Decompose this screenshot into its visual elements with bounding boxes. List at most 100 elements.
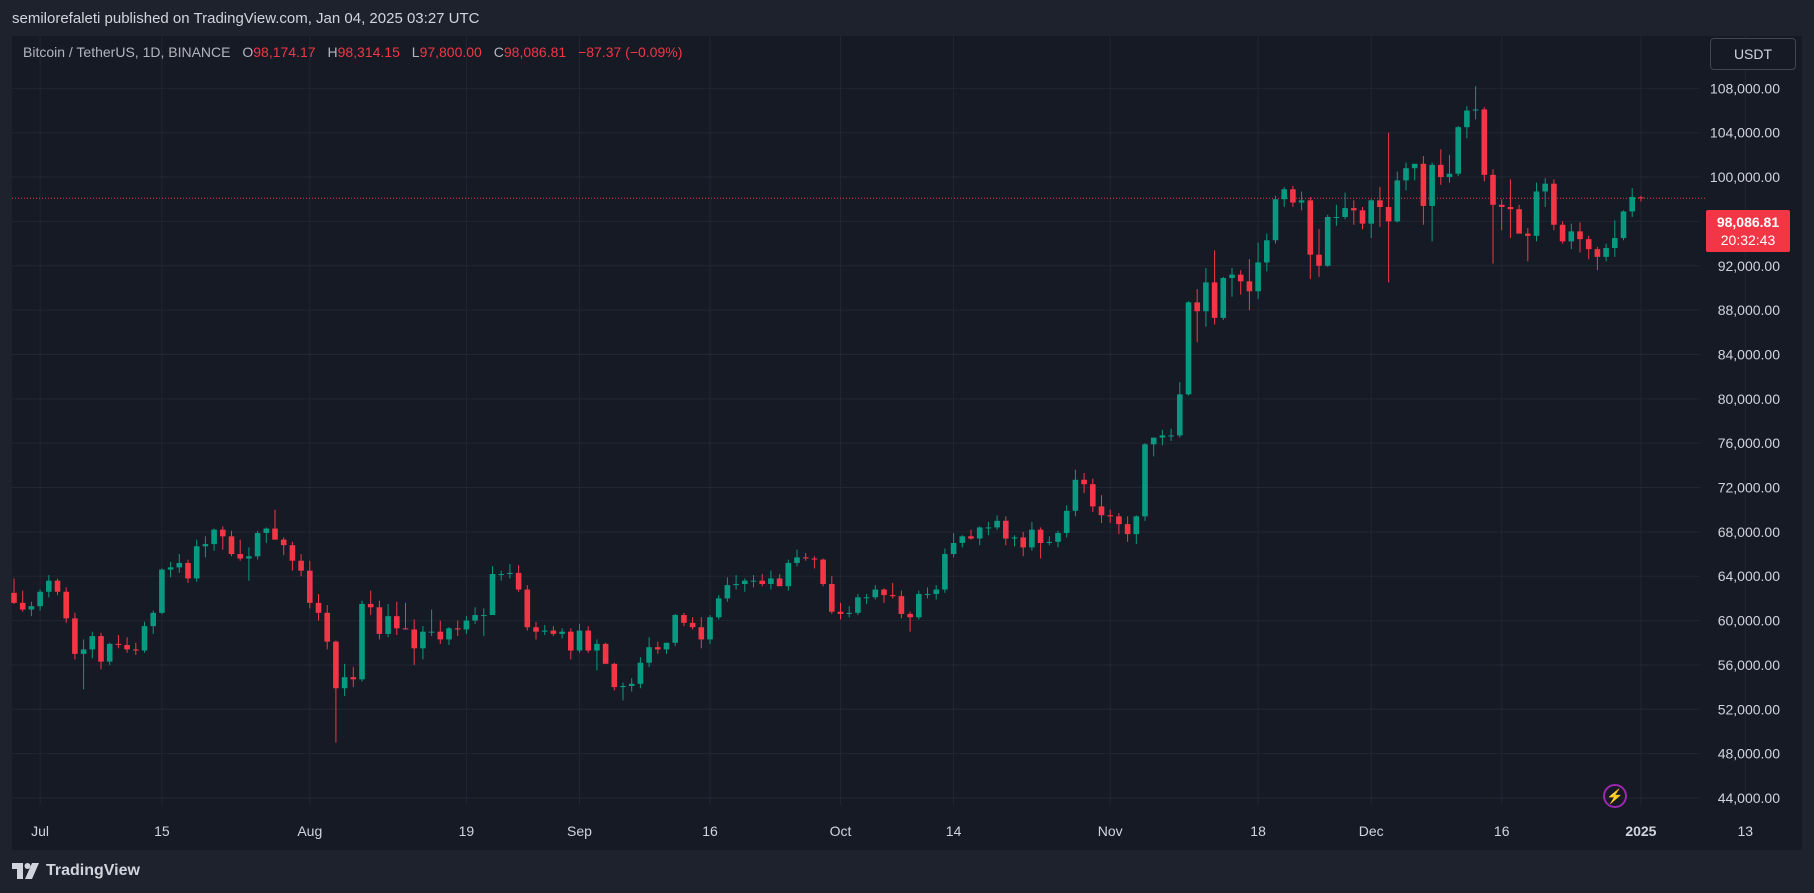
candle-body (1072, 479, 1079, 511)
candle (263, 527, 270, 543)
candle (498, 570, 504, 581)
candle-body (855, 597, 861, 613)
candle (1029, 521, 1035, 551)
candle-body (1464, 110, 1470, 128)
candle-body (28, 606, 35, 610)
candle-body (950, 542, 957, 555)
candle-body (1020, 537, 1026, 548)
candle (646, 637, 652, 668)
candle-body (768, 578, 774, 584)
candle-body (1342, 208, 1348, 217)
candle (202, 536, 209, 558)
candle-body (263, 528, 270, 533)
candle (1612, 220, 1618, 257)
brand-name: TradingView (46, 862, 140, 879)
candle (315, 593, 322, 621)
candle (924, 587, 931, 599)
candle-body (507, 572, 513, 575)
candle-body (776, 578, 783, 587)
price-axis: 44,000.00 48,000.00 52,000.00 56,000.00 60,0… (1710, 80, 1780, 806)
candle (768, 570, 774, 590)
candle (89, 631, 96, 659)
candle (776, 574, 783, 587)
candle (611, 662, 618, 691)
candle (1420, 155, 1427, 225)
candle (402, 602, 409, 630)
symbol-name[interactable]: Bitcoin / TetherUS, 1D, BINANCE (23, 44, 231, 60)
candle-body (681, 615, 687, 623)
candle (1472, 86, 1479, 120)
candle (359, 600, 365, 682)
candle-body (280, 539, 287, 546)
time-tick-label: 18 (1250, 823, 1266, 839)
candle-body (594, 643, 600, 651)
candle-body (202, 544, 209, 547)
candle-body (698, 627, 705, 640)
candle (533, 621, 539, 640)
candle-body (1446, 173, 1453, 178)
candle (515, 565, 522, 592)
candle (237, 539, 243, 561)
candle (1211, 250, 1218, 325)
candle-body (907, 613, 913, 618)
footer-brand[interactable]: TradingView (12, 860, 140, 882)
candle (898, 590, 905, 619)
price-tick-label: 80,000.00 (1718, 391, 1780, 407)
candle (620, 682, 626, 701)
candle (1229, 267, 1235, 297)
candle-body (428, 631, 435, 633)
candle-body (837, 611, 844, 614)
candle-body (1063, 510, 1070, 533)
candle-body (550, 630, 557, 634)
candle-body (1481, 109, 1488, 175)
price-tick-label: 100,000.00 (1710, 169, 1780, 185)
candle-body (576, 630, 583, 651)
candle-body (1324, 216, 1331, 266)
low-label: L (411, 44, 420, 60)
close-label: C (493, 44, 504, 60)
candle (1281, 187, 1287, 207)
candle (1446, 154, 1453, 183)
candle-body (1177, 394, 1183, 436)
price-tick-label: 60,000.00 (1718, 613, 1780, 629)
last-price-tag: 98,086.81 20:32:43 (1706, 210, 1790, 252)
candle-body (898, 596, 905, 614)
candle (54, 578, 61, 596)
candle-body (228, 536, 235, 555)
candle-body (1525, 233, 1531, 236)
candle-body (863, 597, 870, 599)
high-value: 98,314.15 (337, 44, 400, 60)
candle-body (1011, 537, 1018, 539)
candle (333, 640, 339, 743)
candle-body (254, 532, 261, 557)
candle (1159, 429, 1166, 446)
candle-body (246, 556, 252, 559)
candle (916, 590, 922, 620)
candle (1359, 206, 1366, 230)
candle-body (37, 591, 43, 607)
candle-body (106, 643, 113, 662)
candle (411, 619, 417, 665)
candle-body (559, 631, 565, 634)
candle-body (533, 627, 539, 632)
candle-body (1629, 197, 1635, 212)
time-tick-label: 13 (1738, 823, 1754, 839)
currency-button[interactable]: USDT (1710, 38, 1796, 70)
candle-body (1498, 204, 1505, 207)
candle-body (620, 686, 626, 688)
candle-body (463, 620, 470, 630)
candle-body (568, 631, 574, 651)
candle (1429, 162, 1435, 242)
open-value: 98,174.17 (253, 44, 316, 60)
candle (1577, 222, 1583, 253)
candle-body (54, 580, 61, 592)
candle (872, 585, 879, 600)
price-tick-label: 108,000.00 (1710, 80, 1780, 96)
candle-body (1055, 532, 1061, 542)
lightning-icon[interactable]: ⚡ (1603, 784, 1627, 808)
time-tick-label: Oct (830, 823, 852, 839)
candle (1055, 530, 1061, 548)
candle (1298, 191, 1305, 211)
candle (785, 559, 792, 591)
